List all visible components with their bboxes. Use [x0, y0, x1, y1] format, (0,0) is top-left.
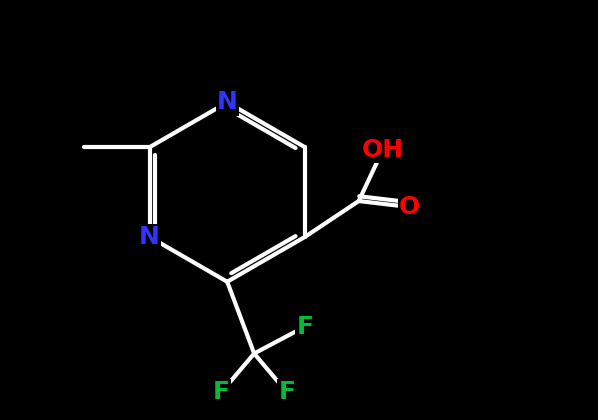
Text: N: N — [139, 225, 160, 249]
Text: F: F — [279, 381, 295, 404]
Text: N: N — [217, 90, 237, 114]
Text: F: F — [213, 381, 230, 404]
Text: O: O — [399, 195, 420, 219]
Text: F: F — [297, 315, 313, 339]
Text: OH: OH — [362, 138, 404, 162]
